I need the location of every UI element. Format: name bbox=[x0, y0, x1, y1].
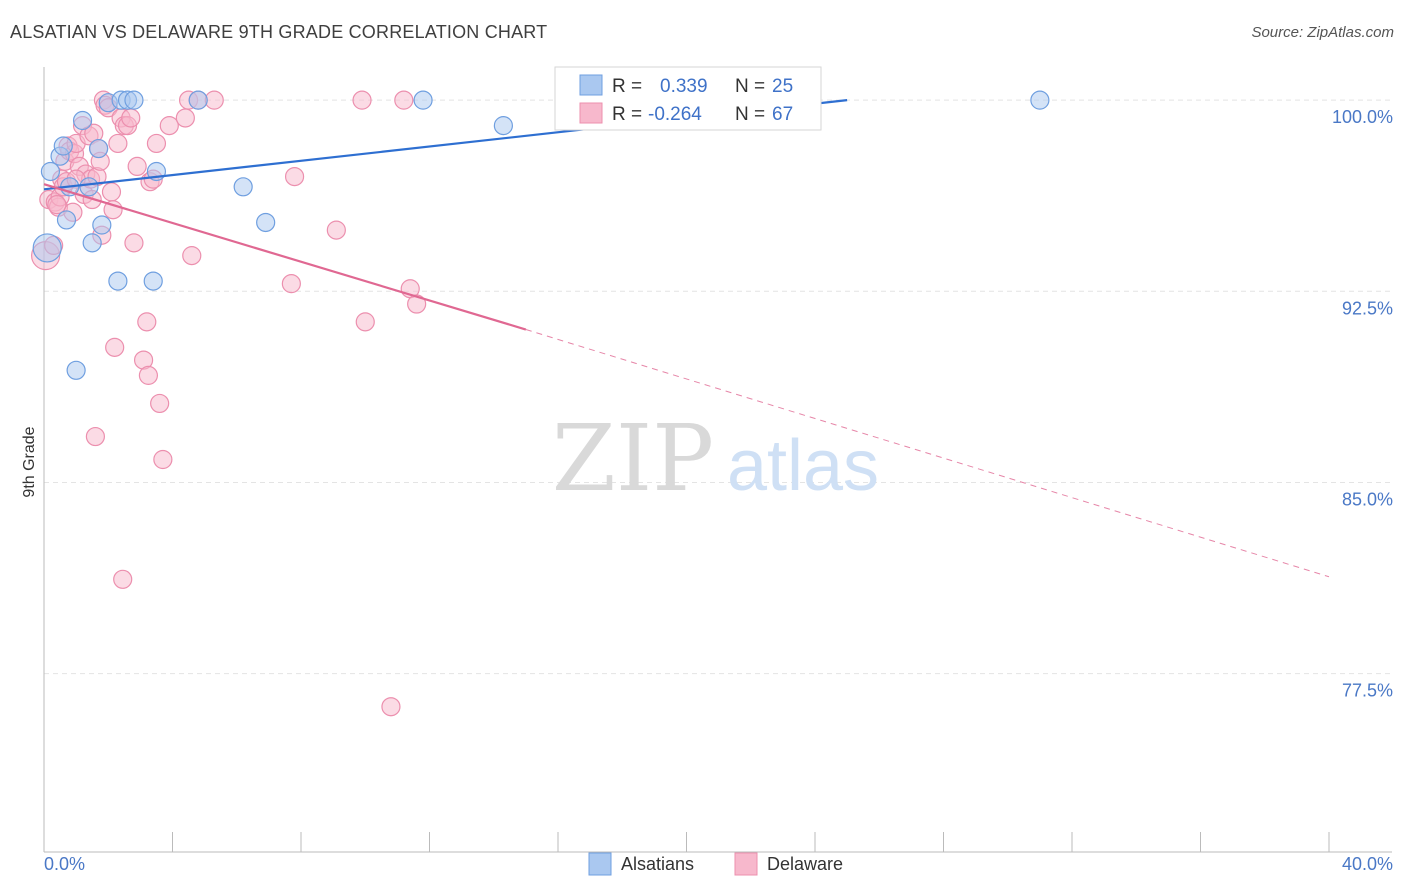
legend-r-value-2: -0.264 bbox=[648, 104, 702, 125]
delaware-point bbox=[137, 312, 157, 332]
alsatians-point bbox=[40, 161, 61, 182]
y-tick-label: 77.5% bbox=[1342, 681, 1393, 701]
delaware-point bbox=[150, 393, 170, 414]
alsatians-point bbox=[82, 233, 102, 253]
legend-r-label-1: R = bbox=[612, 76, 642, 97]
watermark-zip: ZIP bbox=[552, 405, 714, 512]
legend-swatch-alsatians bbox=[579, 74, 603, 96]
delaware-point bbox=[108, 133, 128, 154]
alsatians-point bbox=[413, 90, 433, 110]
bottom-legend-delaware: Delaware bbox=[767, 854, 843, 874]
delaware-point bbox=[124, 233, 144, 253]
legend-n-value-2: 67 bbox=[772, 104, 793, 125]
delaware-point bbox=[355, 312, 375, 332]
alsatians-point bbox=[493, 116, 513, 136]
delaware-trend-line bbox=[43, 183, 527, 331]
delaware-point bbox=[381, 697, 401, 717]
delaware-point bbox=[101, 182, 122, 202]
delaware-point bbox=[146, 133, 167, 154]
delaware-point bbox=[127, 156, 147, 176]
delaware-point bbox=[182, 246, 202, 266]
legend-n-label-1: N = bbox=[735, 76, 765, 97]
delaware-point bbox=[121, 108, 141, 128]
bottom-legend-swatch-delaware bbox=[734, 852, 758, 876]
watermark: ZIP atlas bbox=[552, 405, 879, 512]
legend-r-label-2: R = bbox=[612, 104, 642, 125]
y-axis-title: 9th Grade bbox=[21, 426, 38, 497]
correlation-legend: R = 0.339 N = 25 R = -0.264 N = 67 bbox=[554, 66, 822, 131]
alsatians-point bbox=[143, 271, 163, 291]
delaware-point bbox=[407, 294, 427, 314]
watermark-atlas: atlas bbox=[727, 426, 879, 506]
tick-labels: 77.5% 85.0% 92.5% 100.0% 0.0% 40.0% bbox=[44, 107, 1393, 874]
legend-r-value-1: 0.339 bbox=[660, 76, 708, 97]
alsatians-point bbox=[89, 138, 109, 159]
delaware-point bbox=[281, 274, 301, 294]
alsatians-point bbox=[32, 233, 62, 263]
alsatians-point bbox=[92, 215, 112, 235]
x-tick-label: 40.0% bbox=[1342, 854, 1393, 874]
delaware-point bbox=[284, 166, 305, 187]
bottom-legend-swatch-alsatians bbox=[588, 852, 612, 876]
delaware-point bbox=[326, 220, 346, 240]
delaware-point bbox=[394, 90, 414, 110]
y-tick-label: 85.0% bbox=[1342, 489, 1393, 509]
alsatians-point bbox=[108, 271, 128, 291]
alsatians-point bbox=[53, 136, 73, 156]
delaware-point bbox=[138, 365, 159, 385]
y-tick-label: 92.5% bbox=[1342, 298, 1393, 318]
delaware-point bbox=[175, 108, 195, 128]
delaware-point bbox=[85, 426, 106, 447]
chart-title: ALSATIAN VS DELAWARE 9TH GRADE CORRELATI… bbox=[10, 22, 548, 42]
delaware-trend-extension bbox=[525, 329, 1330, 578]
delaware-point bbox=[204, 90, 224, 110]
delaware-point bbox=[159, 116, 179, 136]
alsatians-point bbox=[72, 110, 93, 131]
bottom-legend-alsatians: Alsatians bbox=[621, 854, 694, 874]
alsatians-point bbox=[188, 90, 208, 110]
legend-n-value-1: 25 bbox=[772, 76, 793, 97]
delaware-point bbox=[105, 337, 125, 357]
x-tick-label: 0.0% bbox=[44, 854, 85, 874]
alsatians-point bbox=[79, 177, 99, 197]
source-label: Source: ZipAtlas.com bbox=[1251, 24, 1394, 41]
delaware-point bbox=[103, 200, 123, 220]
alsatians-point bbox=[256, 212, 276, 233]
delaware-point bbox=[352, 90, 372, 110]
alsatians-point bbox=[66, 360, 86, 380]
series-legend: Alsatians Delaware bbox=[588, 852, 843, 876]
legend-swatch-delaware bbox=[579, 102, 603, 124]
alsatians-point bbox=[56, 210, 77, 230]
y-tick-label: 100.0% bbox=[1332, 107, 1393, 127]
delaware-point bbox=[153, 449, 173, 470]
alsatians-point bbox=[124, 90, 144, 110]
alsatians-point bbox=[1030, 90, 1050, 110]
legend-n-label-2: N = bbox=[735, 104, 765, 125]
alsatians-point bbox=[233, 177, 253, 197]
delaware-point bbox=[113, 569, 133, 589]
delaware-point bbox=[47, 195, 67, 215]
